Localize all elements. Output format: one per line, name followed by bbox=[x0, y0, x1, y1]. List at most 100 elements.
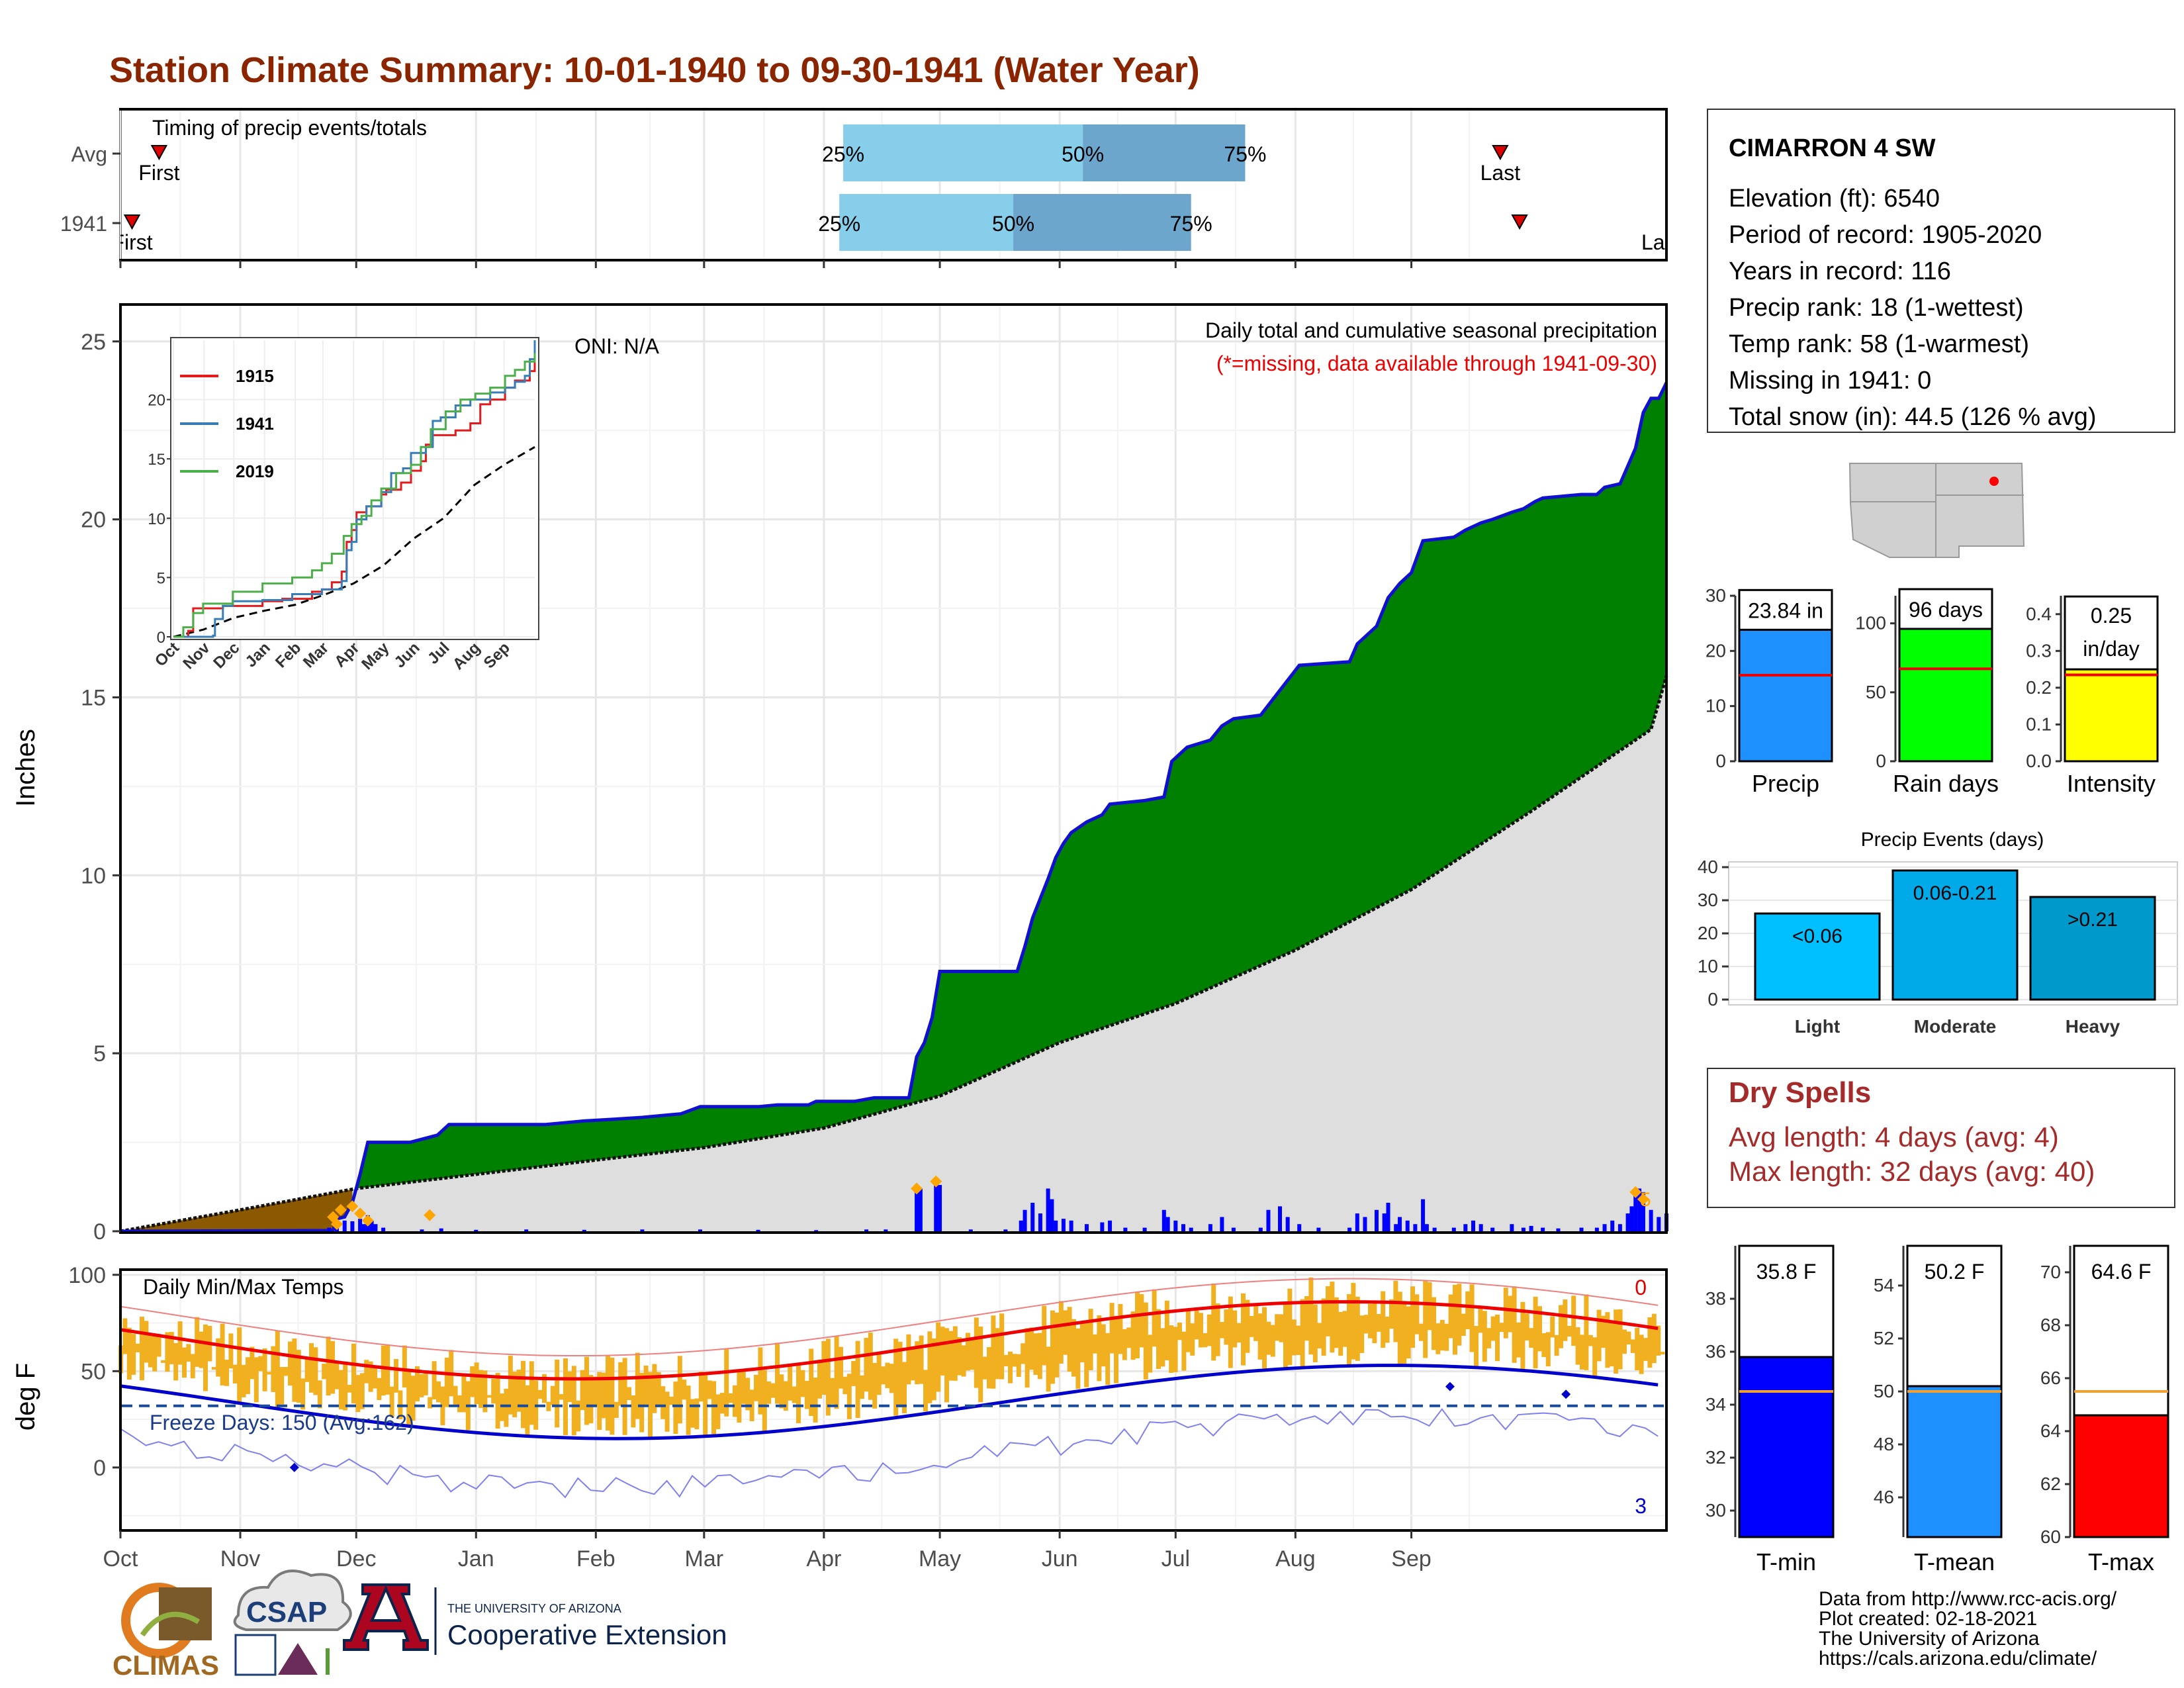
daily-temp-bar bbox=[842, 1376, 848, 1395]
daily-temp-bar bbox=[220, 1323, 225, 1385]
daily-temp-bar bbox=[923, 1370, 928, 1412]
daily-temp-bar bbox=[1075, 1328, 1081, 1389]
daily-temp-bar bbox=[1406, 1306, 1411, 1359]
daily-temp-bar bbox=[262, 1348, 267, 1391]
daily-temp-bar bbox=[1486, 1328, 1492, 1348]
y-tick-label: 0.0 bbox=[2026, 751, 2052, 771]
y-tick-label: 0 bbox=[1876, 751, 1886, 771]
daily-temp-bar bbox=[410, 1376, 416, 1421]
daily-precip-bar bbox=[1594, 1227, 1599, 1231]
y-tick-label: 0.1 bbox=[2026, 714, 2052, 734]
footer-line: Plot created: 02-18-2021 bbox=[1819, 1608, 2037, 1630]
record-marker bbox=[1561, 1389, 1571, 1399]
month-label: Mar bbox=[685, 1546, 724, 1571]
daily-precip-bar bbox=[1521, 1227, 1525, 1231]
daily-temp-bar bbox=[1152, 1289, 1157, 1347]
y-tick-label: 100 bbox=[68, 1263, 106, 1288]
first-label: First bbox=[138, 161, 179, 185]
snow-marker bbox=[354, 1207, 367, 1220]
daily-temp-bar bbox=[1203, 1333, 1208, 1348]
quartile-label: 25% bbox=[822, 142, 864, 166]
daily-temp-bar bbox=[728, 1393, 733, 1403]
daily-temp-bar bbox=[961, 1345, 966, 1377]
daily-temp-bar bbox=[359, 1373, 365, 1409]
month-label: Sep bbox=[1391, 1546, 1432, 1571]
mean-min-line bbox=[120, 1364, 1659, 1440]
daily-temp-bar bbox=[296, 1350, 301, 1403]
daily-temp-bar bbox=[415, 1366, 420, 1401]
y-tick-label: 100 bbox=[1855, 613, 1886, 633]
average-area bbox=[120, 676, 1666, 1231]
daily-temp-bar bbox=[546, 1401, 551, 1411]
daily-temp-bar bbox=[906, 1334, 911, 1385]
daily-precip-bar bbox=[1108, 1220, 1113, 1231]
daily-temp-bar bbox=[1321, 1298, 1326, 1356]
average-line bbox=[120, 675, 1668, 1233]
y-tick-label: 62 bbox=[2040, 1474, 2061, 1494]
daily-precip-bar bbox=[1061, 1219, 1066, 1231]
daily-temp-bar bbox=[364, 1360, 369, 1383]
daily-temp-bar bbox=[1351, 1283, 1356, 1360]
daily-temp-bar bbox=[1220, 1322, 1224, 1338]
daily-temp-bar bbox=[474, 1362, 479, 1405]
daily-precip-bar bbox=[1386, 1202, 1390, 1231]
value-box bbox=[1738, 588, 1833, 631]
daily-temp-bar bbox=[203, 1324, 208, 1391]
daily-precip-bar bbox=[864, 1229, 869, 1231]
daily-temp-bar bbox=[275, 1331, 280, 1408]
inset-y-tick-label: 10 bbox=[148, 510, 165, 528]
last-label: Last bbox=[1480, 161, 1521, 185]
daily-temp-bar bbox=[1529, 1328, 1534, 1348]
daily-temp-bar bbox=[1126, 1327, 1132, 1348]
daily-temp-bar bbox=[529, 1361, 534, 1425]
daily-temp-bar bbox=[1359, 1315, 1365, 1353]
event-bar bbox=[2029, 896, 2156, 1001]
daily-temp-bar bbox=[1342, 1311, 1347, 1347]
daily-temp-bar bbox=[500, 1393, 504, 1421]
event-category: Moderate bbox=[1914, 1016, 1996, 1037]
daily-temp-bar bbox=[216, 1338, 221, 1377]
y-tick-label: 50 bbox=[1866, 682, 1886, 702]
daily-temp-bar bbox=[851, 1360, 856, 1386]
y-tick-label: 25 bbox=[81, 330, 106, 355]
daily-temp-bar bbox=[1495, 1314, 1500, 1362]
above-average-area bbox=[120, 383, 1666, 1231]
daily-temp-bar bbox=[1639, 1335, 1644, 1374]
daily-temp-bar bbox=[1567, 1326, 1572, 1337]
daily-precip-bar bbox=[1510, 1224, 1514, 1231]
daily-temp-bar bbox=[1647, 1317, 1653, 1368]
daily-temp-bar bbox=[1596, 1309, 1602, 1362]
daily-temp-bar bbox=[580, 1370, 585, 1411]
snow-marker bbox=[1637, 1193, 1649, 1205]
daily-temp-bar bbox=[1554, 1335, 1559, 1356]
value-label: 96 days bbox=[1909, 598, 1983, 622]
daily-temp-bar bbox=[1482, 1311, 1487, 1362]
daily-temp-bar bbox=[1021, 1343, 1026, 1364]
daily-precip-bar bbox=[1208, 1224, 1212, 1231]
daily-temp-bar bbox=[576, 1400, 581, 1432]
climas-logo: CLIMAS bbox=[113, 1583, 219, 1681]
daily-temp-bar bbox=[1432, 1297, 1436, 1350]
station-marker bbox=[1989, 477, 1999, 486]
event-category: Heavy bbox=[2066, 1016, 2120, 1037]
daily-temp-bar bbox=[931, 1338, 936, 1401]
y-tick-label: 10 bbox=[1706, 696, 1726, 716]
daily-temp-bar bbox=[1211, 1283, 1216, 1361]
event-bar bbox=[1754, 912, 1881, 1001]
ua-logo: THE UNIVERSITY OF ARIZONA Cooperative Ex… bbox=[343, 1583, 727, 1655]
month-label: Apr bbox=[806, 1546, 841, 1571]
daily-temp-bar bbox=[1304, 1295, 1309, 1341]
daily-precip-bar bbox=[1649, 1209, 1653, 1231]
daily-temp-bar bbox=[1253, 1303, 1259, 1341]
daily-temp-bar bbox=[224, 1360, 229, 1386]
daily-temp-bar bbox=[521, 1360, 525, 1429]
daily-temp-bar bbox=[631, 1395, 636, 1428]
daily-temp-bar bbox=[1308, 1277, 1314, 1355]
daily-temp-bar bbox=[1279, 1314, 1284, 1342]
daily-temp-bar bbox=[1033, 1333, 1038, 1375]
daily-temp-bar bbox=[1635, 1327, 1640, 1371]
daily-temp-bar bbox=[1079, 1322, 1085, 1363]
daily-temp-bar bbox=[809, 1348, 814, 1417]
daily-precip-bar bbox=[1641, 1192, 1645, 1231]
daily-temp-bar bbox=[694, 1398, 700, 1430]
